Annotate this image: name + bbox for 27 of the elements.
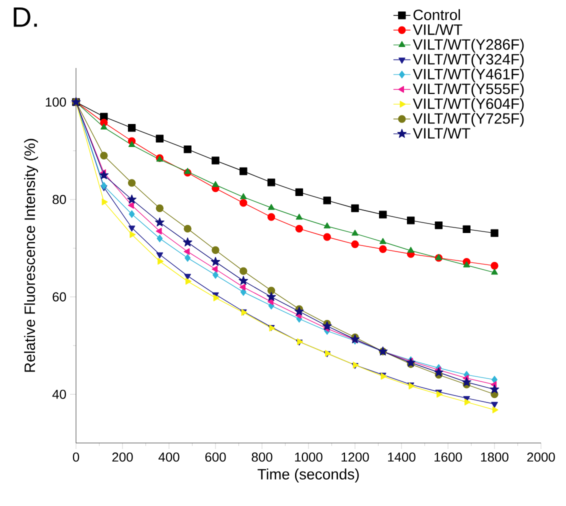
legend-label: VILT/WT(Y286F): [412, 38, 524, 53]
legend-label: VILT/WT(Y725F): [412, 112, 524, 127]
x-tick-label: 2000: [527, 452, 555, 462]
legend-label: VIL/WT: [412, 24, 462, 35]
y-tick-label: 80: [52, 194, 66, 204]
y-tick-label: 40: [52, 390, 66, 399]
legend-label: VILT/WT: [412, 128, 470, 139]
x-tick-label: 0: [72, 452, 80, 462]
y-tick-label: 100: [46, 97, 66, 107]
x-tick-label: 200: [112, 452, 133, 462]
x-tick-label: 1400: [388, 452, 416, 462]
legend-label: Control: [414, 9, 460, 20]
legend-label: VILT/WT(Y324F): [412, 54, 524, 68]
legend-label: VILT/WT(Y555F): [412, 83, 524, 98]
x-tick-label: 1800: [481, 452, 508, 462]
x-tick-label: 1200: [342, 452, 369, 462]
x-tick-label: 400: [158, 452, 180, 462]
y-axis-title: Relative Fluorescence Intensity (%): [24, 138, 38, 372]
legend-label: VILT/WT(Y604F): [412, 98, 524, 112]
x-axis-title: Time (seconds): [258, 468, 359, 482]
x-tick-label: 600: [205, 452, 226, 462]
y-tick-label: 60: [52, 292, 66, 302]
x-tick-label: 1600: [434, 452, 462, 462]
legend-label: VILT/WT(Y461F): [412, 68, 524, 82]
x-tick-label: 1000: [295, 452, 322, 462]
text: D.: [14, 8, 37, 27]
x-tick-label: 800: [252, 452, 272, 462]
